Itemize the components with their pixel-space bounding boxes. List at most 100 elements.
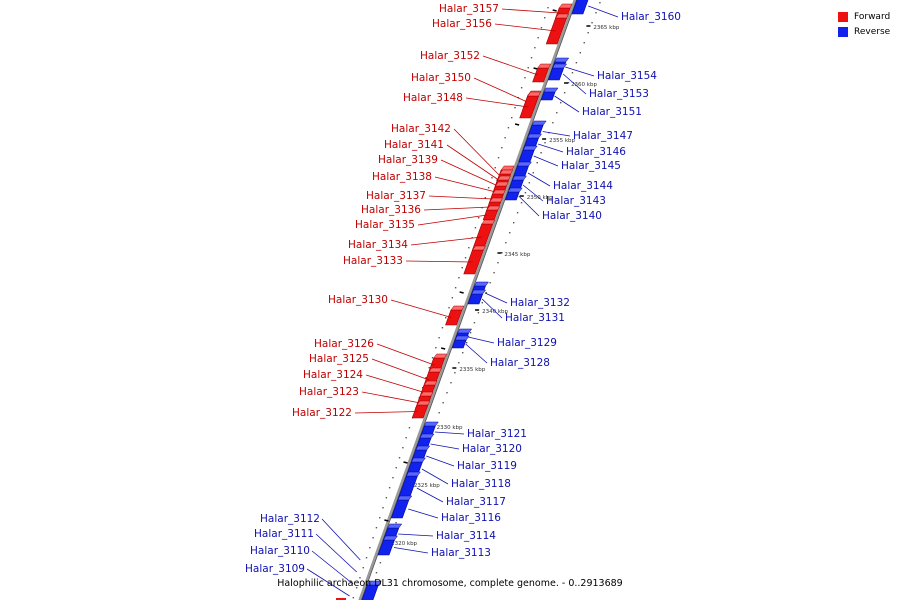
gene-halar-3130-feature: [445, 305, 465, 326]
gene-label-halar-3129: Halar_3129: [497, 337, 557, 349]
track-dot-left: [458, 277, 460, 279]
leader-line: [440, 159, 499, 187]
track-dot-right: [375, 572, 378, 574]
gene-label-halar-3133: Halar_3133: [343, 255, 403, 267]
gene-halar-3160-feature: [571, 0, 589, 15]
gene-label-halar-3134: Halar_3134: [348, 239, 408, 251]
track-dot-right: [473, 322, 476, 324]
leader-line: [434, 431, 465, 435]
gene-label-halar-3117: Halar_3117: [446, 496, 506, 508]
track-dot-right: [450, 382, 452, 384]
gene-label-halar-3113: Halar_3113: [431, 547, 491, 559]
leader-line: [453, 128, 502, 178]
gene-label-halar-3123: Halar_3123: [299, 386, 359, 398]
gene-halar-3131-feature: [467, 289, 487, 305]
scale-label: 2350 kbp: [527, 195, 553, 201]
leader-line: [527, 172, 551, 187]
track-dot-left: [375, 527, 378, 529]
leader-line: [468, 336, 495, 344]
track-dot-right: [516, 212, 519, 214]
gene-label-halar-3130: Halar_3130: [328, 294, 388, 306]
track-dot-right: [579, 52, 582, 54]
track-dot-right: [524, 192, 527, 194]
gene-label-halar-3138: Halar_3138: [372, 171, 432, 183]
track-dot-right: [583, 42, 585, 44]
legend-reverse-label: Reverse: [854, 26, 891, 37]
scale-tick: [384, 519, 389, 522]
gene-label-halar-3146: Halar_3146: [566, 146, 626, 158]
leader-line: [365, 374, 425, 393]
track-dot-right: [591, 22, 593, 24]
track-dot-left: [524, 77, 526, 79]
leader-line: [522, 184, 544, 202]
track-dot-left: [355, 587, 358, 589]
track-dot-right: [587, 32, 589, 34]
track-dot-left: [388, 487, 391, 489]
leader-line: [565, 66, 595, 77]
genome-caption: Halophilic archaeon DL31 chromosome, com…: [277, 578, 623, 589]
leader-line: [481, 298, 503, 319]
gene-label-halar-3148: Halar_3148: [403, 92, 463, 104]
leader-line: [417, 214, 488, 226]
leader-line: [393, 547, 429, 554]
leader-line: [416, 487, 444, 503]
gene-label-halar-3128: Halar_3128: [490, 357, 550, 369]
scale-tick: [533, 67, 538, 70]
track-dot-right: [544, 142, 546, 144]
gene-halar-3116-feature: [390, 495, 413, 519]
track-dot-left: [520, 87, 523, 89]
gene-label-halar-3126: Halar_3126: [314, 338, 374, 350]
leader-line: [376, 343, 435, 366]
gene-halar-3153-feature: [547, 63, 568, 81]
leader-line: [408, 508, 439, 519]
leader-line: [562, 73, 587, 95]
gene-label-halar-3132: Halar_3132: [510, 297, 570, 309]
leader-line: [405, 260, 473, 263]
gene-label-halar-3147: Halar_3147: [573, 130, 633, 142]
leader-line: [446, 144, 501, 182]
gene-halar-3133-feature: [463, 245, 486, 275]
legend-forward: Forward: [838, 9, 890, 24]
track-dot-right: [556, 112, 558, 114]
leader-line: [482, 55, 539, 76]
leader-line: [311, 550, 354, 585]
leader-line: [465, 97, 529, 108]
track-dot-right: [481, 302, 484, 304]
track-dot-left: [369, 547, 371, 549]
leader-line: [361, 391, 421, 404]
track-dot-left: [494, 167, 496, 169]
gene-label-halar-3135: Halar_3135: [355, 219, 415, 231]
track-dot-left: [352, 597, 355, 599]
track-dot-right: [575, 62, 578, 64]
track-dot-left: [372, 537, 374, 539]
gene-label-halar-3154: Halar_3154: [597, 70, 657, 82]
gene-halar-3148-feature: [519, 91, 541, 119]
track-dot-right: [571, 72, 574, 74]
gene-label-halar-3151: Halar_3151: [582, 106, 642, 118]
leader-line: [371, 358, 430, 381]
leader-line: [501, 8, 560, 14]
gene-label-halar-3131: Halar_3131: [505, 312, 565, 324]
gene-halar-3113-feature: [377, 535, 398, 556]
track-dot-right: [520, 202, 523, 204]
leader-line: [421, 468, 449, 485]
gene-halar-3156-feature: [545, 13, 569, 45]
track-dot-right: [465, 342, 468, 344]
gene-label-halar-3112: Halar_3112: [260, 513, 320, 525]
track-dot-left: [431, 357, 434, 359]
gene-label-halar-3109: Halar_3109: [245, 563, 305, 575]
leader-line: [428, 195, 493, 200]
track-dot-right: [563, 92, 566, 94]
leader-line: [465, 343, 488, 364]
track-dot-left: [428, 367, 430, 369]
track-dot-left: [454, 287, 457, 289]
scale-tick: [403, 461, 408, 464]
leader-line: [537, 143, 564, 153]
gene-label-halar-3140: Halar_3140: [542, 210, 602, 222]
track-dot-left: [392, 477, 394, 479]
track-dot-left: [511, 117, 513, 119]
track-dot-left: [382, 507, 384, 509]
track-dot-left: [451, 297, 454, 299]
track-dot-left: [537, 37, 539, 39]
